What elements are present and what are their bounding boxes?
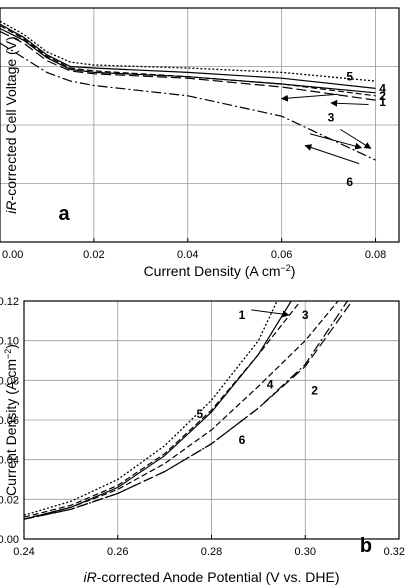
curve-label: 5 [196, 407, 203, 421]
chart-panel-b: 0.24 0.26 0.28 0.30 0.32 0.00 0.02 0.04 0.06 0.08… [0, 296, 405, 585]
y-tick-label: 0.00 [0, 534, 19, 546]
y-tick-label: 0.04 [0, 455, 19, 467]
x-axis-label: iR-corrected Anode Potential (V vs. DHE) [83, 569, 339, 585]
annotation-arrow [330, 99, 369, 107]
y-axis-label-italic: iR [3, 200, 19, 213]
x-tick-label: 0.06 [271, 249, 292, 261]
series-line-6 [24, 301, 348, 520]
x-tick-label: 0.02 [83, 249, 104, 261]
series-line-2 [0, 27, 376, 94]
y-tick-label: 0.08 [0, 375, 19, 387]
curve-label: 6 [346, 175, 353, 189]
curve-label: 1 [239, 308, 246, 322]
x-tick-label: 0.08 [365, 249, 386, 261]
series-line-4 [0, 23, 376, 89]
y-axis-label-superscript: −2 [3, 349, 13, 359]
chart-panel-a: 0.000.020.040.060.080.00.20.40.60.8Curre… [0, 7, 400, 279]
y-tick-label: 0.06 [0, 415, 19, 427]
curve-label: 1 [379, 95, 386, 109]
y-axis-label-text: -corrected Cell Voltage (V) [3, 36, 19, 200]
series-line-5 [0, 20, 376, 82]
annotation-arrow [340, 128, 372, 149]
series-line-1 [24, 301, 292, 520]
y-tick-label: 0.12 [0, 296, 19, 308]
x-tick-label: 0.24 [13, 546, 34, 558]
annotation-arrow [304, 144, 360, 165]
x-tick-label: 0.28 [201, 546, 222, 558]
y-axis-label: iR-corrected Cell Voltage (V) [3, 36, 19, 213]
curve-label: 3 [328, 111, 335, 125]
annotation-arrow [280, 93, 339, 102]
x-tick-label: 0.32 [384, 546, 405, 558]
series-line-6 [0, 42, 376, 161]
annotation-arrow [251, 309, 290, 318]
curve-label: 6 [239, 433, 246, 447]
series-line-3 [24, 301, 302, 518]
curve-label: 3 [302, 308, 309, 322]
curve-label: 2 [311, 383, 318, 397]
panel-letter: a [58, 203, 70, 225]
series-line-2 [24, 301, 353, 520]
annotation-arrow [309, 133, 363, 150]
series-line-3 [0, 25, 376, 97]
curve-label: 2 [379, 89, 386, 103]
plot-frame [0, 7, 400, 243]
y-axis-label-close: ) [3, 344, 19, 349]
x-axis-label-close: ) [291, 263, 296, 279]
x-axis-label-superscript: −2 [281, 263, 291, 273]
y-axis-label-text: Current Density (A cm [3, 359, 19, 496]
x-axis-label-text: Current Density (A cm [144, 263, 281, 279]
x-axis-label-italic: iR [83, 569, 96, 585]
y-tick-label: 0.02 [0, 494, 19, 506]
x-tick-label: 0.00 [2, 249, 23, 261]
x-tick-label: 0.30 [295, 546, 316, 558]
x-axis-label-text: -corrected Anode Potential (V vs. DHE) [97, 569, 340, 585]
series-line-1 [0, 30, 376, 101]
panel-letter: b [360, 535, 372, 557]
curve-label: 4 [267, 377, 274, 391]
curve-label: 4 [379, 81, 386, 95]
x-tick-label: 0.04 [177, 249, 198, 261]
y-axis-label: Current Density (A cm−2) [3, 344, 19, 496]
curve-label: 5 [346, 70, 353, 84]
x-axis-label: Current Density (A cm−2) [144, 263, 296, 279]
y-tick-label: 0.10 [0, 336, 19, 348]
x-tick-label: 0.26 [107, 546, 128, 558]
series-line-4 [24, 301, 339, 520]
series-line-5 [24, 301, 278, 516]
